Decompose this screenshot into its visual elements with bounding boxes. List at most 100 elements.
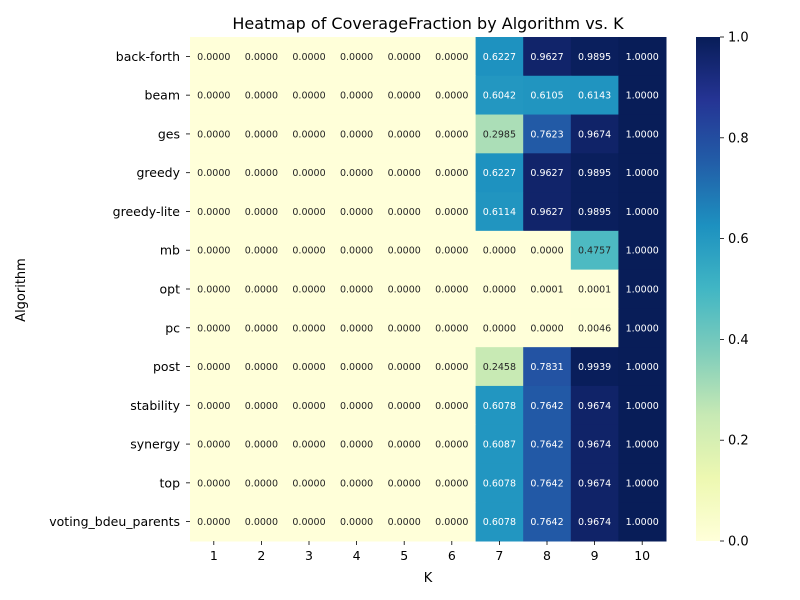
heatmap-cell	[190, 114, 239, 154]
cell-value-label: 0.0000	[435, 52, 468, 63]
cell-value-label: 0.0046	[578, 323, 611, 334]
y-tick-label: synergy	[130, 437, 180, 452]
cell-value-label: 0.0000	[197, 91, 230, 102]
cell-value-label: 1.0000	[626, 91, 659, 102]
y-tick-label: voting_bdeu_parents	[49, 514, 180, 529]
heatmap-cell	[523, 385, 572, 426]
heatmap-cell	[428, 153, 477, 193]
y-tick-label: back-forth	[116, 49, 180, 64]
cell-value-label: 0.0000	[435, 362, 468, 373]
heatmap-cell	[380, 463, 429, 503]
cell-value-label: 0.0000	[530, 323, 563, 334]
heatmap-cell	[332, 37, 381, 77]
cell-value-label: 0.0000	[340, 52, 373, 63]
heatmap-cell	[475, 75, 524, 116]
cell-value-label: 0.0001	[530, 285, 563, 296]
x-axis-label: K	[424, 571, 433, 586]
cell-value-label: 0.0000	[340, 478, 373, 489]
x-tick-label: 5	[400, 548, 408, 563]
y-tick-label: stability	[130, 398, 180, 413]
cell-value-label: 0.0000	[197, 246, 230, 257]
heatmap-cell	[237, 75, 286, 116]
cell-value-label: 0.0000	[435, 91, 468, 102]
colorbar-gradient	[696, 37, 720, 541]
heatmap-cell	[285, 37, 334, 77]
cell-value-label: 1.0000	[626, 362, 659, 373]
cell-value-label: 0.0000	[245, 129, 278, 140]
cell-value-label: 0.6227	[483, 52, 516, 63]
cell-value-label: 0.7642	[530, 440, 563, 451]
heatmap-cell	[285, 347, 334, 387]
x-tick-label: 1	[210, 548, 218, 563]
x-tick-label: 4	[353, 548, 361, 563]
cell-value-label: 0.0000	[388, 246, 421, 257]
cell-value-label: 0.6114	[483, 207, 516, 218]
cell-value-label: 1.0000	[626, 129, 659, 140]
heatmap-cell	[570, 75, 619, 116]
heatmap-cell	[332, 424, 381, 464]
cell-value-label: 0.7623	[530, 129, 563, 140]
x-tick-label: 6	[448, 548, 456, 563]
cell-value-label: 0.0000	[245, 362, 278, 373]
heatmap-cell	[475, 230, 524, 271]
cell-value-label: 0.0000	[340, 440, 373, 451]
cell-value-label: 0.0000	[245, 440, 278, 451]
heatmap-cell	[332, 347, 381, 387]
heatmap-cell	[475, 153, 524, 193]
cell-value-label: 0.0000	[530, 246, 563, 257]
cell-value-label: 0.0000	[388, 517, 421, 528]
x-tick-label: 10	[634, 548, 650, 563]
cell-value-label: 0.9627	[530, 207, 563, 218]
cell-value-label: 0.0000	[292, 478, 325, 489]
x-tick-label: 9	[591, 548, 599, 563]
cell-value-label: 0.6078	[483, 478, 516, 489]
cell-value-label: 1.0000	[626, 168, 659, 179]
cell-value-label: 0.0000	[245, 91, 278, 102]
cell-value-label: 0.0000	[292, 440, 325, 451]
y-tick-label: post	[153, 359, 180, 374]
heatmap-cell	[523, 347, 572, 387]
cell-value-label: 0.0000	[197, 168, 230, 179]
cell-value-label: 0.0000	[245, 323, 278, 334]
cell-value-label: 0.0000	[435, 207, 468, 218]
cell-value-label: 0.0000	[197, 401, 230, 412]
heatmap-cell	[190, 463, 239, 503]
cell-value-label: 0.7642	[530, 478, 563, 489]
heatmap-cell	[237, 230, 286, 271]
heatmap-cell	[332, 463, 381, 503]
heatmap-cell	[237, 424, 286, 464]
colorbar-tick-label: 0.0	[728, 535, 749, 550]
cell-value-label: 0.0000	[435, 517, 468, 528]
heatmap-cell	[523, 463, 572, 503]
heatmap-cell	[237, 385, 286, 426]
heatmap-cell	[570, 308, 619, 348]
heatmap-cell	[285, 114, 334, 154]
cell-value-label: 0.9895	[578, 52, 611, 63]
colorbar-tick-label: 0.4	[728, 333, 749, 348]
x-tick-label: 3	[305, 548, 313, 563]
heatmap-cell	[428, 385, 477, 426]
heatmap-cell	[523, 308, 572, 348]
heatmap-cell	[380, 308, 429, 348]
heatmap-cell	[523, 37, 572, 77]
cell-value-label: 0.9674	[578, 517, 611, 528]
cell-value-label: 0.0000	[197, 207, 230, 218]
heatmap-cell	[570, 463, 619, 503]
heatmap-cell	[618, 269, 667, 309]
heatmap-cell	[618, 347, 667, 387]
heatmap-cell	[237, 308, 286, 348]
heatmap-cell	[523, 192, 572, 232]
heatmap-cell	[523, 424, 572, 464]
cell-value-label: 1.0000	[626, 246, 659, 257]
colorbar-tick-label: 0.2	[728, 434, 749, 449]
heatmap-cell	[428, 308, 477, 348]
heatmap-cell	[570, 153, 619, 193]
heatmap-cell	[618, 502, 667, 542]
cell-value-label: 0.0000	[197, 323, 230, 334]
cell-value-label: 0.0000	[340, 362, 373, 373]
heatmap-cell	[332, 230, 381, 271]
heatmap-cell	[190, 385, 239, 426]
heatmap-cell	[475, 502, 524, 542]
y-tick-label: ges	[158, 126, 180, 141]
